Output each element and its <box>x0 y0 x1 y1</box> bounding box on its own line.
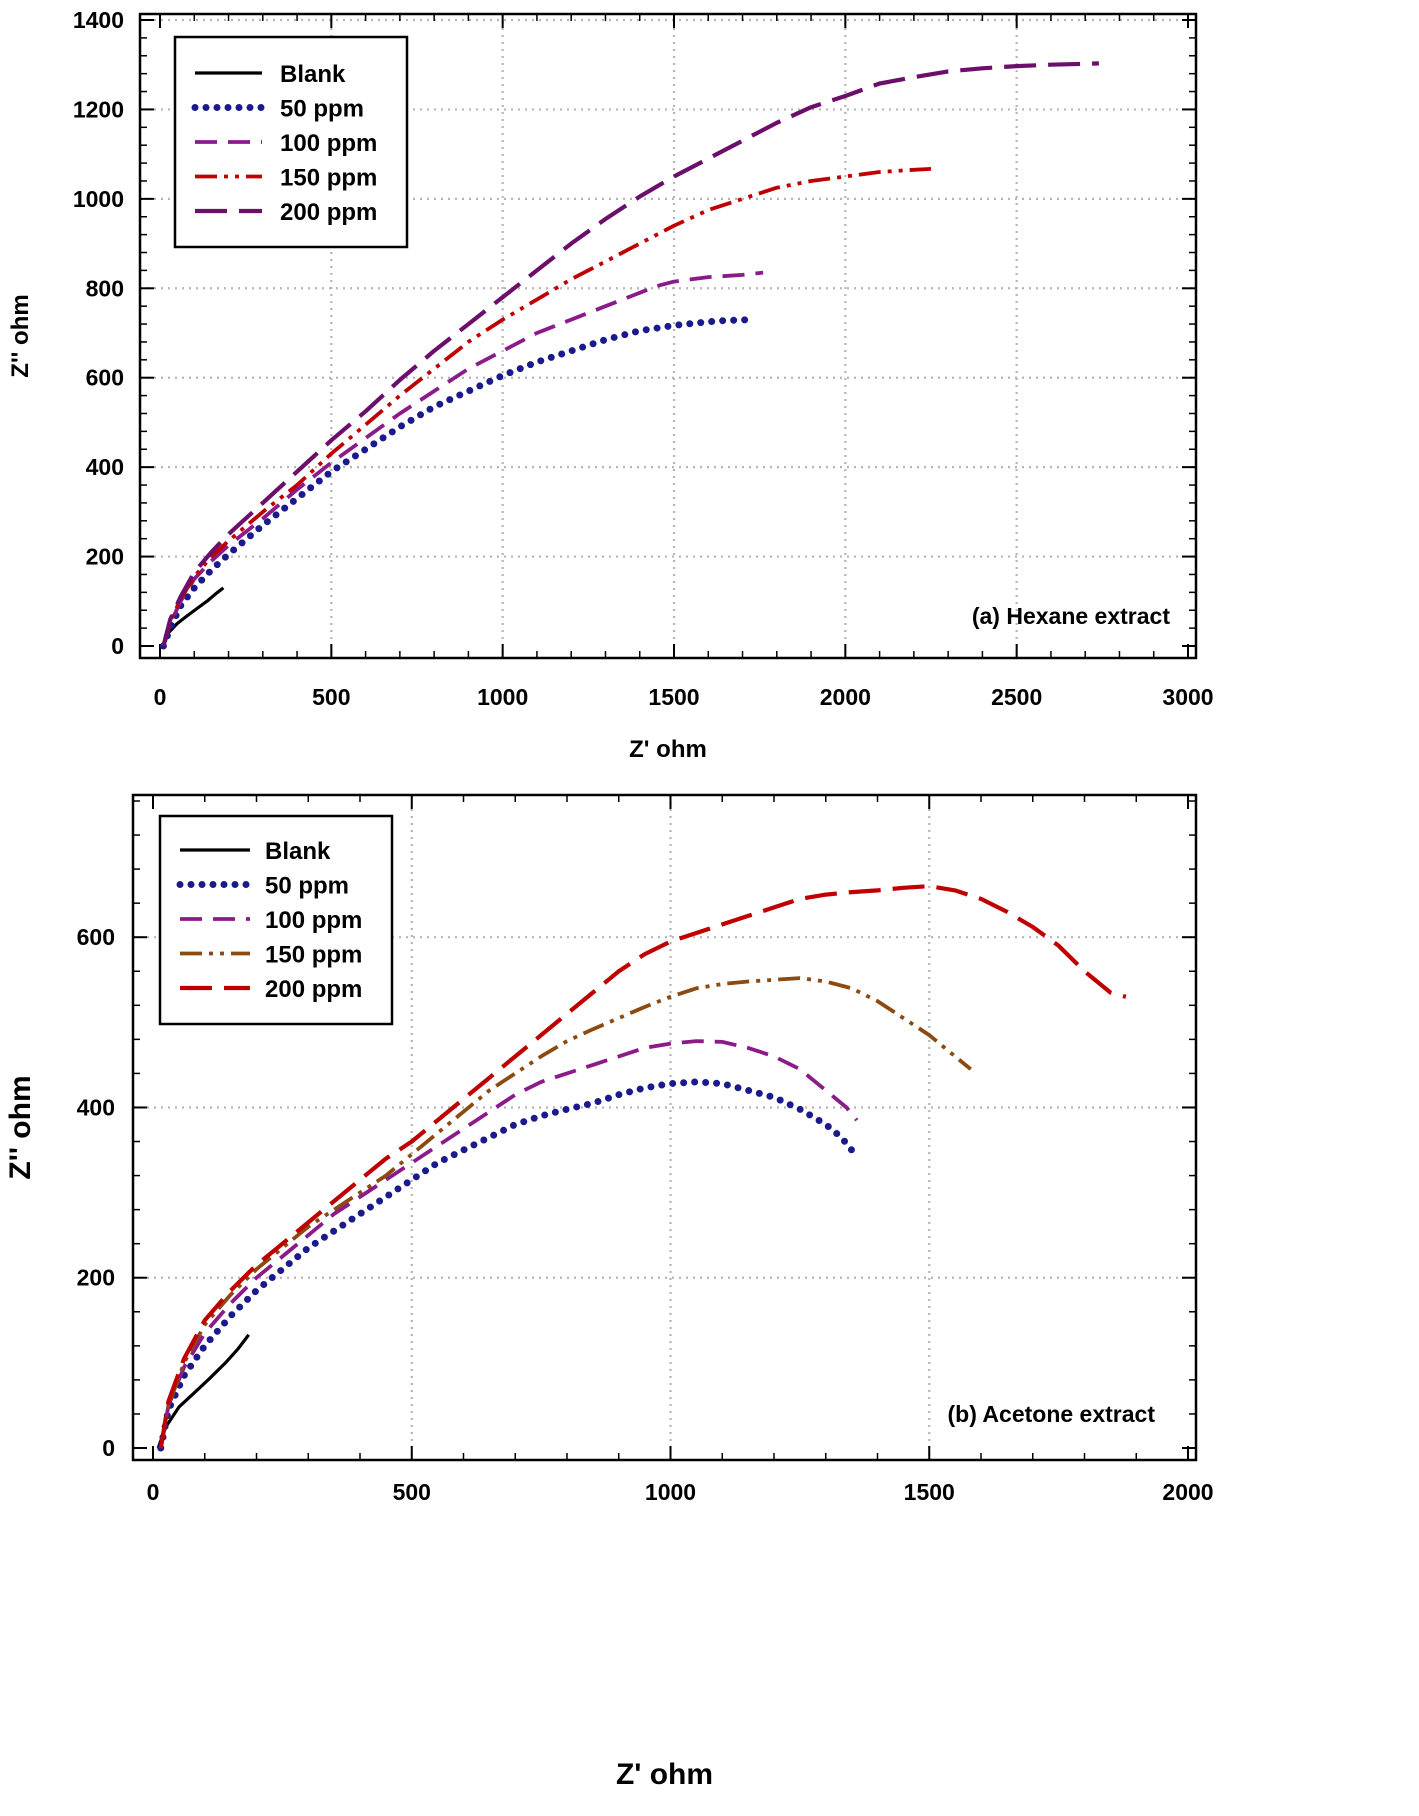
x-axis-label: Z' ohm <box>616 1758 713 1791</box>
legend-label: 200 ppm <box>280 199 377 226</box>
series-line-100-ppm <box>158 1039 859 1449</box>
x-tick-label: 1500 <box>648 684 699 710</box>
series-line-150-ppm <box>161 167 932 647</box>
legend-label: 50 ppm <box>280 96 364 123</box>
y-tick-label: 600 <box>86 365 124 391</box>
chart-a-hexane: 0 500 1000 1500 2000 2500 3000 0 200 400 600 800 100… <box>7 7 1214 763</box>
legend-label: 100 ppm <box>265 907 362 934</box>
series-line-100-ppm <box>161 270 764 647</box>
legend-label: 100 ppm <box>280 130 377 157</box>
x-tick-label: 0 <box>147 1479 160 1505</box>
y-tick-label: 1400 <box>73 7 124 33</box>
legend-label: 150 ppm <box>265 942 362 969</box>
series-line-blank <box>156 1333 250 1449</box>
x-tick-label: 3000 <box>1162 684 1213 710</box>
y-tick-label: 0 <box>102 1435 115 1461</box>
series-line-blank <box>161 586 225 647</box>
x-tick-label: 2000 <box>820 684 871 710</box>
series-line-150-ppm <box>158 976 972 1449</box>
legend: Blank 50 ppm 100 ppm 150 ppm 200 ppm <box>173 35 409 249</box>
y-tick-label: 0 <box>111 633 124 659</box>
legend-label: 150 ppm <box>280 165 377 192</box>
x-tick-label: 0 <box>154 684 167 710</box>
y-tick-label: 600 <box>77 924 115 950</box>
x-tick-label: 1000 <box>645 1479 696 1505</box>
y-tick-label: 1200 <box>73 96 124 122</box>
series-line-50-ppm <box>157 1078 856 1452</box>
legend: Blank 50 ppm 100 ppm 150 ppm 200 ppm <box>158 814 394 1026</box>
series-group <box>159 61 1099 650</box>
x-tick-label: 1000 <box>477 684 528 710</box>
y-tick-label: 200 <box>86 544 124 570</box>
series-group <box>156 884 1127 1452</box>
y-tick-label: 400 <box>86 454 124 480</box>
x-tick-label: 500 <box>312 684 350 710</box>
y-axis-label: Z'' ohm <box>7 294 34 377</box>
panel-annotation: (a) Hexane extract <box>972 603 1170 629</box>
y-tick-label: 400 <box>77 1094 115 1120</box>
chart-b-acetone: 0 500 1000 1500 2000 0 200 400 600 Z' ohm Z'' ohm B… <box>4 793 1214 1791</box>
y-axis-label: Z'' ohm <box>4 1075 37 1179</box>
x-tick-label: 500 <box>393 1479 431 1505</box>
legend-label: Blank <box>280 61 346 88</box>
panel-annotation: (b) Acetone extract <box>948 1401 1156 1427</box>
x-axis-label: Z' ohm <box>629 736 707 763</box>
y-tick-label: 1000 <box>73 186 124 212</box>
y-tick-label: 200 <box>77 1265 115 1291</box>
x-tick-label: 2500 <box>991 684 1042 710</box>
x-tick-label: 1500 <box>904 1479 955 1505</box>
y-tick-label: 800 <box>86 275 124 301</box>
x-tick-label: 2000 <box>1162 1479 1213 1505</box>
plot-frame <box>131 793 1198 1462</box>
ticks <box>140 14 1196 658</box>
series-line-200-ppm <box>161 61 1099 647</box>
legend-label: 200 ppm <box>265 976 362 1003</box>
legend-label: Blank <box>265 838 331 865</box>
gridlines <box>133 795 1196 1460</box>
legend-label: 50 ppm <box>265 873 349 900</box>
ticks <box>133 795 1196 1460</box>
plot-frame <box>138 12 1198 660</box>
